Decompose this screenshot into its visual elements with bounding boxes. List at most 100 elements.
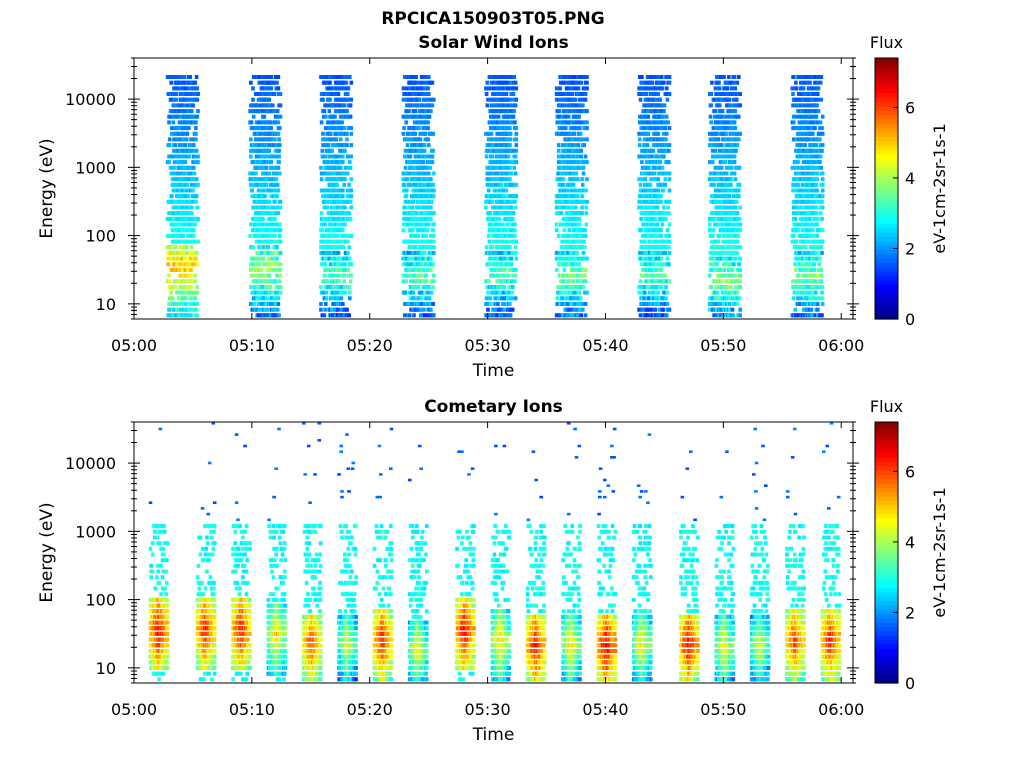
spectrogram-cell <box>507 86 511 90</box>
spectrogram-cell <box>557 160 561 164</box>
spectrogram-cell <box>342 245 346 249</box>
spectrogram-cell <box>350 206 354 210</box>
spectrogram-cell <box>566 160 570 164</box>
spectrogram-cell <box>424 274 428 278</box>
spectrogram-cell <box>184 302 188 306</box>
spectrogram-cell <box>502 194 506 198</box>
spectrogram-cell <box>171 296 175 300</box>
spectrogram-cell <box>424 234 428 238</box>
spectrogram-cell <box>423 92 427 96</box>
spectrogram-cell <box>486 183 490 187</box>
spectrogram-cell <box>422 308 426 312</box>
spectrogram-cell <box>341 155 345 159</box>
spectrogram-cell <box>584 155 588 159</box>
spectrogram-cell <box>421 103 425 107</box>
spectrogram-cell <box>276 109 280 113</box>
spectrogram-cell <box>349 115 353 119</box>
spectrogram-cell <box>661 313 665 317</box>
spectrogram-cell <box>659 98 663 102</box>
spectrogram-cell <box>488 211 492 215</box>
spectrogram-cell <box>339 149 343 153</box>
spectrogram-cell <box>585 291 589 295</box>
spectrogram-cell <box>427 223 431 227</box>
spectrogram-cell <box>404 149 408 153</box>
spectrogram-cell <box>418 177 422 181</box>
spectrogram-cell <box>639 217 643 221</box>
spectrogram-cell <box>639 279 643 283</box>
spectrogram-cell <box>414 109 418 113</box>
spectrogram-cell <box>172 120 176 124</box>
spectrogram-cell <box>485 245 489 249</box>
spectrogram-cell <box>277 211 281 215</box>
spectrogram-cell <box>190 109 194 113</box>
spectrogram-cell <box>195 177 199 181</box>
spectrogram-cell <box>169 291 173 295</box>
spectrogram-cell <box>432 313 436 317</box>
spectrogram-cell <box>350 189 354 193</box>
spectrogram-cell <box>500 172 504 176</box>
spectrogram-cell <box>278 279 282 283</box>
spectrogram-cell <box>196 109 200 113</box>
spectrogram-cell <box>493 115 497 119</box>
spectrogram-cell <box>267 245 271 249</box>
spectrogram-cell <box>194 126 198 130</box>
spectrogram-cell <box>181 132 185 136</box>
spectrogram-cell <box>511 217 515 221</box>
spectrogram-cell <box>582 143 586 147</box>
spectrogram-cell <box>196 115 200 119</box>
spectrogram-cell <box>429 257 433 261</box>
spectrogram-cell <box>647 98 651 102</box>
spectrogram-cell <box>660 257 664 261</box>
spectrogram-cell <box>641 172 645 176</box>
spectrogram-cell <box>420 291 424 295</box>
spectrogram-cell <box>328 251 332 255</box>
spectrogram-cell <box>190 211 194 215</box>
spectrogram-cell <box>270 160 274 164</box>
spectrogram-cell <box>563 143 567 147</box>
spectrogram-cell <box>505 189 509 193</box>
spectrogram-cell <box>339 137 343 141</box>
spectrogram-cell <box>339 240 343 244</box>
spectrogram-cell <box>411 103 415 107</box>
spectrogram-cell <box>654 217 658 221</box>
spectrogram-cell <box>646 285 650 289</box>
spectrogram-cell <box>261 109 265 113</box>
spectrogram-cell <box>263 211 267 215</box>
spectrogram-cell <box>508 166 512 170</box>
spectrogram-cell <box>329 132 333 136</box>
spectrogram-cell <box>580 211 584 215</box>
spectrogram-cell <box>343 206 347 210</box>
spectrogram-cell <box>642 126 646 130</box>
spectrogram-cell <box>172 200 176 204</box>
spectrogram-cell <box>416 103 420 107</box>
spectrogram-cell <box>661 308 665 312</box>
spectrogram-cell <box>406 274 410 278</box>
spectrogram-cell <box>568 228 572 232</box>
spectrogram-cell <box>585 257 589 261</box>
spectrogram-cell <box>251 183 255 187</box>
spectrogram-cell <box>277 166 281 170</box>
spectrogram-cell <box>402 132 406 136</box>
spectrogram-cell <box>432 98 436 102</box>
spectrogram-cell <box>345 81 349 85</box>
spectrogram-cell <box>580 81 584 85</box>
spectrogram-cell <box>325 296 329 300</box>
spectrogram-cell <box>577 291 581 295</box>
spectrogram-cell <box>347 268 351 272</box>
spectrogram-cell <box>349 103 353 107</box>
spectrogram-cell <box>423 143 427 147</box>
spectrogram-cell <box>488 240 492 244</box>
spectrogram-cell <box>412 291 416 295</box>
spectrogram-cell <box>191 103 195 107</box>
spectrogram-cell <box>498 240 502 244</box>
spectrogram-cell <box>321 149 325 153</box>
spectrogram-cell <box>560 211 564 215</box>
spectrogram-cell <box>195 75 199 79</box>
spectrogram-cell <box>193 296 197 300</box>
spectrogram-cell <box>514 103 518 107</box>
spectrogram-cell <box>270 177 274 181</box>
spectrogram-cell <box>411 228 415 232</box>
spectrogram-cell <box>585 200 589 204</box>
spectrogram-cell <box>273 217 277 221</box>
spectrogram-cell <box>249 81 253 85</box>
